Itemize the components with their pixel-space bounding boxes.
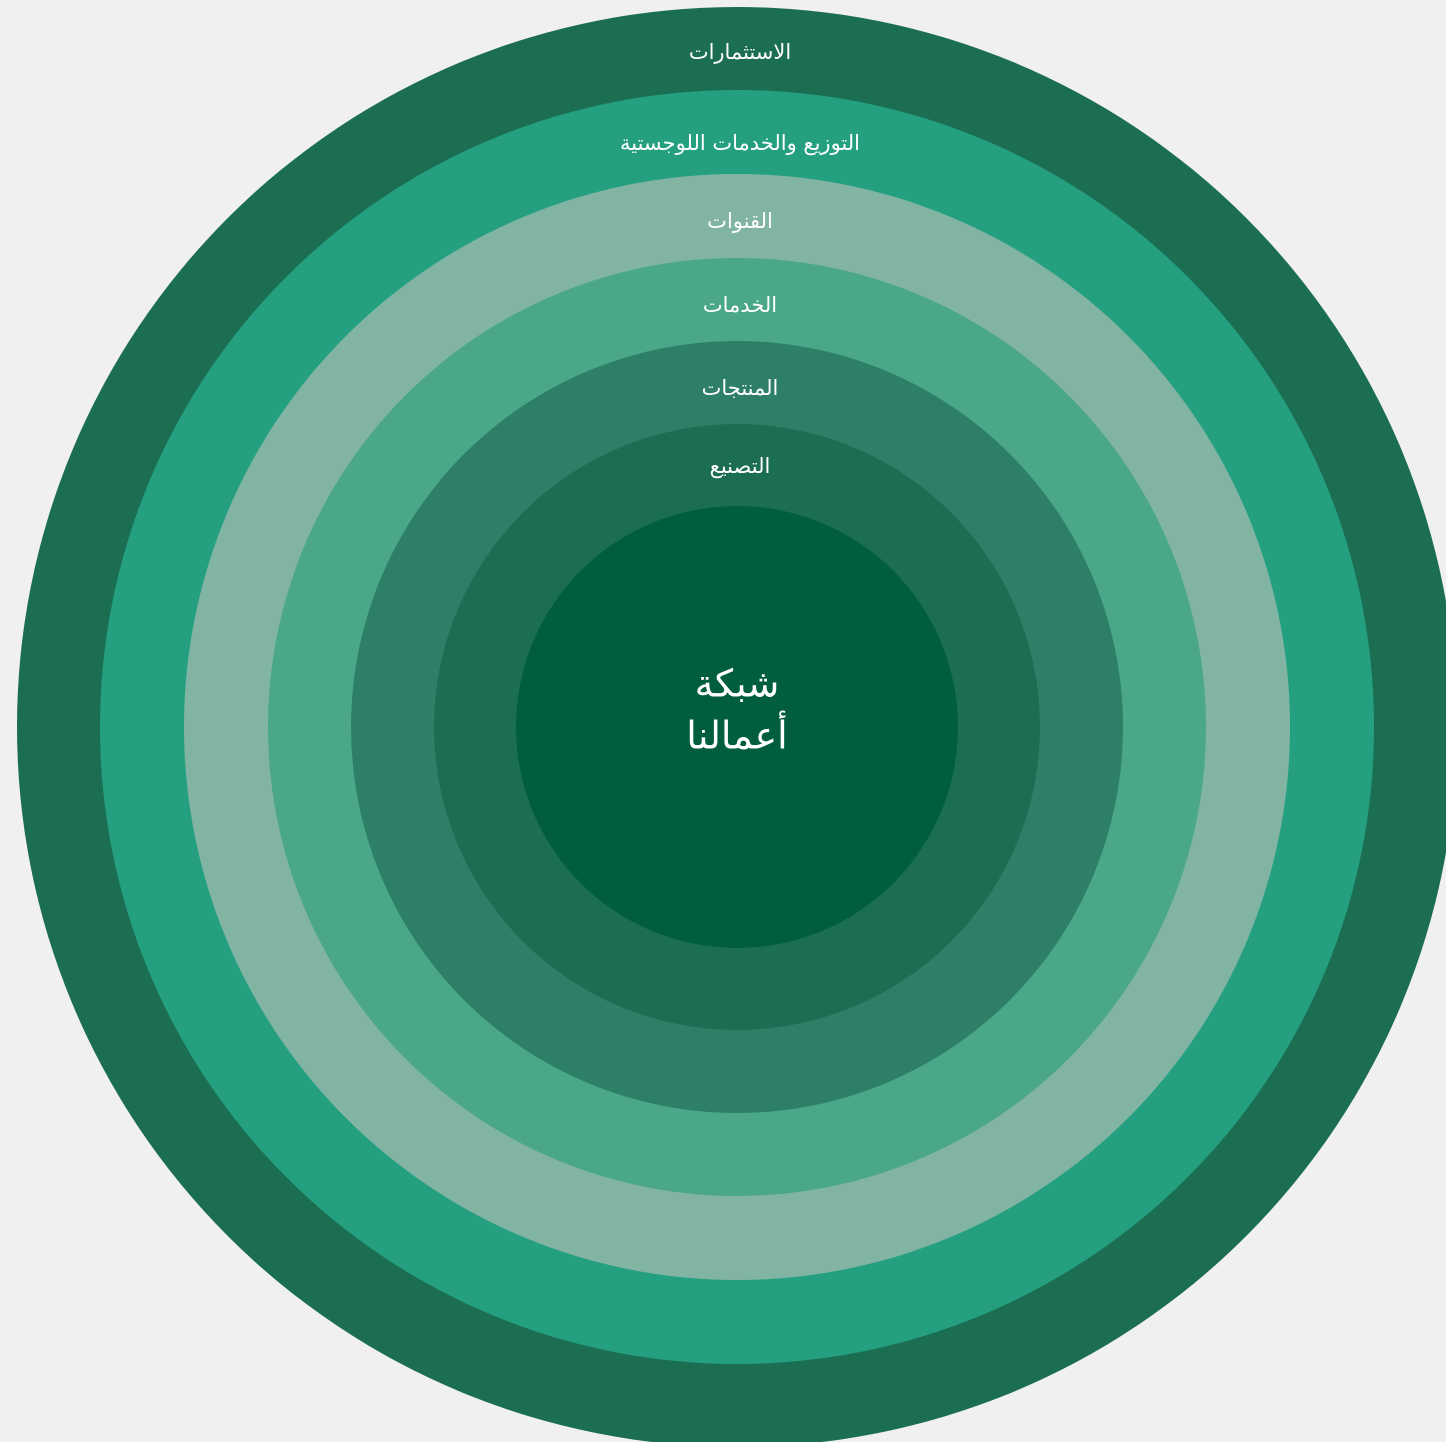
center-circle [516,506,958,948]
center-title: أعمالنا [686,711,787,758]
ring-label: المنتجات [702,376,779,400]
ring-label: الاستثمارات [689,40,791,64]
ring-label: الخدمات [703,293,777,317]
ring-label: التوزيع والخدمات اللوجستية [620,131,860,155]
center-title: شبكة [695,662,780,706]
ring-label: القنوات [707,209,773,233]
ring-label: التصنيع [710,454,771,478]
